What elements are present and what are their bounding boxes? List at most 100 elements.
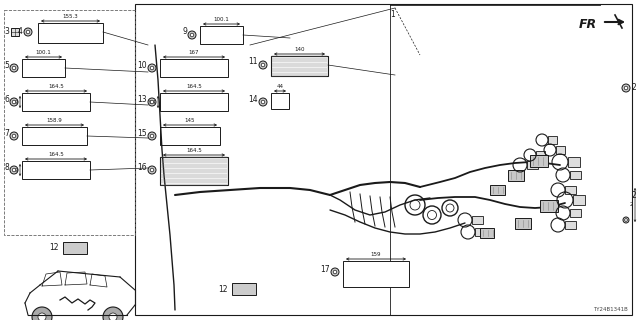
Circle shape [259,98,267,106]
Text: 12: 12 [49,244,59,252]
Text: 164.5: 164.5 [48,84,64,89]
Circle shape [103,307,123,320]
Text: 155.3: 155.3 [63,14,78,19]
Bar [271,93,289,109]
Text: 164.5: 164.5 [186,148,202,153]
Circle shape [261,100,265,104]
Text: 44: 44 [276,84,284,89]
Bar [556,147,565,154]
Circle shape [12,66,16,70]
Text: 145: 145 [185,118,195,123]
Text: TY24B1341B: TY24B1341B [593,307,628,312]
Text: 9: 9 [15,167,18,172]
Circle shape [188,31,196,39]
Circle shape [150,66,154,70]
Text: 9.4: 9.4 [148,100,156,105]
Text: 100.1: 100.1 [214,17,229,22]
Circle shape [150,134,154,138]
Bar [22,127,87,145]
Text: 7: 7 [4,129,9,138]
Circle shape [109,313,117,320]
Bar [160,127,220,145]
Bar [548,136,557,144]
Circle shape [261,63,265,67]
Text: 3: 3 [4,28,9,36]
Circle shape [148,132,156,140]
Text: 158.9: 158.9 [47,118,62,123]
Bar [490,185,505,195]
Bar [135,4,632,315]
Text: 100.1: 100.1 [36,50,51,55]
Bar [200,26,243,44]
Bar [530,155,548,167]
Circle shape [623,217,629,223]
Circle shape [622,84,630,92]
Bar [38,23,103,43]
Bar [22,59,65,77]
Bar [508,170,524,181]
Circle shape [331,268,339,276]
Text: 8: 8 [4,163,9,172]
Text: 164.5: 164.5 [186,84,202,89]
Bar [472,216,483,224]
Bar [515,218,531,229]
Bar [63,242,87,254]
Bar [475,228,486,236]
Circle shape [12,100,16,104]
Text: 15: 15 [138,129,147,138]
Text: FR: FR [579,18,597,31]
Text: 2: 2 [630,203,633,207]
Circle shape [12,134,16,138]
Circle shape [10,132,18,140]
Text: 6: 6 [4,94,9,103]
Circle shape [10,98,18,106]
Text: 2: 2 [632,84,637,92]
Bar [160,157,228,185]
Circle shape [24,28,32,36]
Text: 14: 14 [248,94,258,103]
Text: 2: 2 [632,190,637,199]
Text: 17: 17 [321,265,330,274]
Bar [570,209,580,217]
Text: 5: 5 [4,60,9,69]
Text: 167: 167 [189,50,199,55]
Circle shape [148,98,156,106]
Bar [160,93,228,111]
Text: 16: 16 [138,163,147,172]
Circle shape [148,64,156,72]
Circle shape [150,168,154,172]
Text: 164.5: 164.5 [48,152,64,157]
Text: 10: 10 [138,60,147,69]
Bar [271,56,328,76]
Text: 1: 1 [390,10,395,19]
Bar [11,28,19,36]
Circle shape [32,307,52,320]
Text: 4: 4 [18,28,23,36]
Circle shape [148,166,156,174]
Bar [22,161,90,179]
Circle shape [625,219,627,221]
Bar [568,157,580,167]
Bar [536,151,545,159]
Circle shape [38,313,46,320]
Circle shape [150,100,154,104]
Circle shape [26,30,30,34]
Text: 12: 12 [218,284,228,293]
Bar [480,228,494,238]
Bar [22,93,90,111]
Circle shape [10,166,18,174]
Text: 9: 9 [182,28,187,36]
Bar [540,200,558,212]
Circle shape [12,168,16,172]
Bar [570,171,580,179]
Text: 11: 11 [248,58,258,67]
Text: 13: 13 [138,94,147,103]
Circle shape [10,64,18,72]
Circle shape [190,33,194,37]
Bar [160,59,228,77]
Circle shape [624,86,628,90]
Circle shape [259,61,267,69]
Bar [527,161,538,169]
Bar [232,283,256,295]
Text: 159: 159 [371,252,381,257]
